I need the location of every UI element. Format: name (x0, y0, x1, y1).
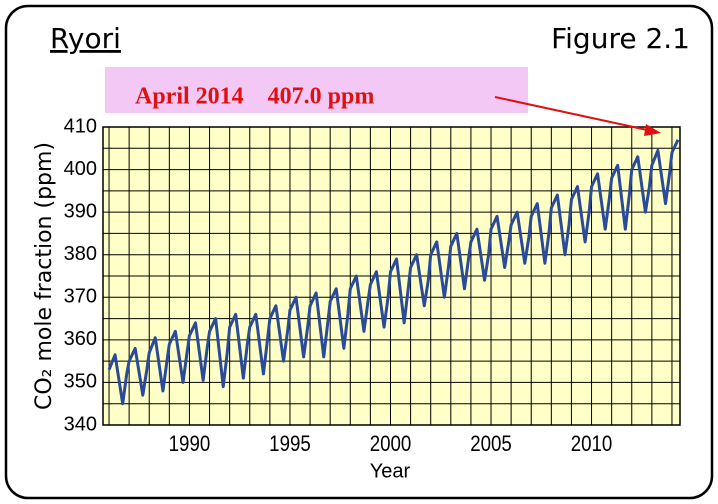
y-tick-label: 370 (64, 286, 97, 308)
y-tick-label: 360 (64, 328, 97, 350)
y-tick-label: 400 (64, 158, 97, 180)
x-tick-label: 1995 (269, 432, 311, 456)
x-tick-label: 2010 (571, 432, 613, 456)
annotation-arrow (494, 96, 653, 132)
chart-title: Ryori (50, 22, 121, 55)
x-tick-label: 2000 (370, 432, 412, 456)
annotation: April 2014 407.0 ppm (135, 84, 374, 110)
data-line (107, 139, 680, 406)
arrow-head (644, 124, 661, 136)
x-tick-label: 1990 (169, 432, 211, 456)
y-tick-label: 340 (64, 413, 97, 435)
x-tick-label: 2005 (470, 432, 512, 456)
plot-border (102, 126, 681, 426)
y-tick-label: 380 (64, 243, 97, 265)
figure-label: Figure 2.1 (551, 22, 690, 55)
y-tick-label: 390 (64, 200, 97, 222)
y-tick-label: 350 (64, 371, 97, 393)
y-axis-label: CO₂ mole fraction (ppm) (32, 142, 57, 410)
annotation-box (105, 67, 528, 113)
x-axis-label: Year (370, 460, 411, 482)
y-tick-label: 410 (64, 115, 97, 137)
